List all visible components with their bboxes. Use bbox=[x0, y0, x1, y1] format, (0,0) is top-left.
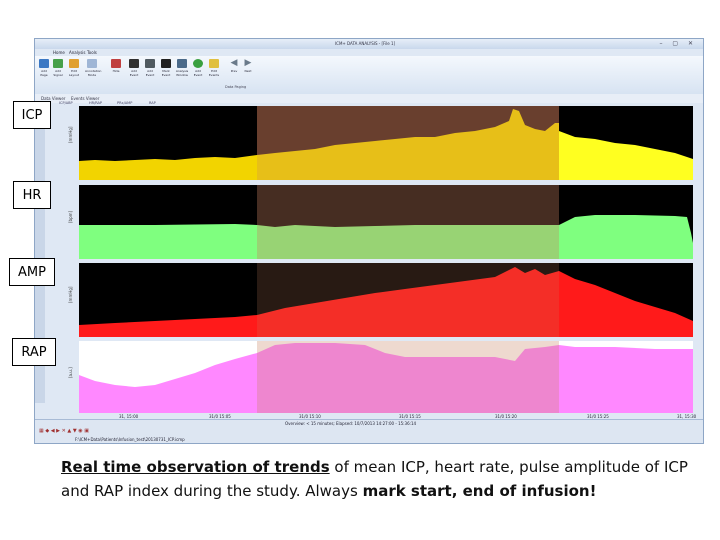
signal-tab[interactable]: ICP/ABP bbox=[59, 101, 73, 105]
rap-infusion-overlay bbox=[257, 341, 559, 413]
green-circle-icon bbox=[193, 59, 203, 68]
icm-window: ICM+ DATA ANALYSIS - [File 1] – ▢ ✕ Home… bbox=[34, 38, 704, 444]
signal-icon bbox=[53, 59, 63, 68]
hide-icon bbox=[111, 59, 121, 68]
caption-body: of mean ICP, heart rate, pulse amplitude… bbox=[61, 458, 688, 500]
annotation-mode-button[interactable]: Annotation Mode bbox=[85, 59, 101, 77]
tab-tools[interactable]: Tools bbox=[87, 50, 97, 55]
time-tick: 31/0 15:20 bbox=[495, 414, 517, 419]
add-event-button-3[interactable]: Add Event bbox=[191, 59, 205, 77]
event-icon bbox=[129, 59, 139, 68]
caption-heading: Real time observation of trends bbox=[61, 458, 330, 476]
tab-data-viewer[interactable]: Data Viewer bbox=[41, 96, 66, 101]
rap-panel: [a.u.] bbox=[68, 341, 693, 413]
layout-icon bbox=[69, 59, 79, 68]
icp-label: ICP bbox=[13, 101, 51, 129]
time-axis: 31, 15:00 31/0 15:05 31/0 15:10 31/0 15:… bbox=[119, 414, 697, 419]
view-tabs: Data Viewer Events Viewer bbox=[35, 94, 703, 103]
analysis-icon bbox=[177, 59, 187, 68]
add-page-button[interactable]: Add Page bbox=[37, 59, 51, 77]
time-tick: 31/0 15:15 bbox=[399, 414, 421, 419]
amp-panel: [mmHg] bbox=[68, 263, 693, 337]
bottom-toolbar-icons[interactable]: ▦ ◆ ◀ ▶ ✕ ▲ ▼ ◉ ▣ bbox=[39, 428, 89, 434]
edit-icon bbox=[209, 59, 219, 68]
add-event-button-2[interactable]: Add Event bbox=[143, 59, 157, 77]
time-tick: 31/0 15:25 bbox=[587, 414, 609, 419]
time-tick: 31, 15:30 bbox=[677, 414, 697, 419]
trend-plots: [mmHg] [bpm] [mmHg] [a.u.] 31, 15:00 31/… bbox=[68, 106, 697, 419]
rap-ylabel: [a.u.] bbox=[68, 367, 73, 378]
status-bar: Overview: < 15 minutes; Elapsed: 10/7/20… bbox=[35, 419, 703, 443]
analysis-window-button[interactable]: Analysis Window bbox=[175, 59, 189, 77]
hr-panel: [bpm] bbox=[68, 185, 693, 259]
time-tick: 31, 15:00 bbox=[119, 414, 139, 419]
window-titlebar: ICM+ DATA ANALYSIS - [File 1] – ▢ ✕ bbox=[35, 39, 703, 49]
window-title: ICM+ DATA ANALYSIS - [File 1] bbox=[335, 41, 396, 46]
hide-button[interactable]: Hide bbox=[109, 59, 123, 73]
prev-page-button[interactable]: ◀ Prev bbox=[230, 58, 238, 74]
tab-events-viewer[interactable]: Events Viewer bbox=[71, 96, 100, 101]
signal-tab[interactable]: HR/RAP bbox=[89, 101, 103, 105]
time-tick: 31/0 15:05 bbox=[209, 414, 231, 419]
window-controls[interactable]: – ▢ ✕ bbox=[659, 40, 697, 47]
page-icon bbox=[39, 59, 49, 68]
add-event-button-1[interactable]: Add Event bbox=[127, 59, 141, 77]
signal-tab[interactable]: PRx/AMP bbox=[117, 101, 133, 105]
file-path: F:\ICM+Data\Patients\Infusion_test\20130… bbox=[75, 437, 185, 442]
edit-events-button[interactable]: Edit Events bbox=[207, 59, 221, 77]
amp-label: AMP bbox=[9, 258, 55, 286]
icp-ylabel: [mmHg] bbox=[68, 126, 73, 143]
amp-infusion-overlay bbox=[257, 263, 559, 337]
icp-trace-post bbox=[559, 131, 693, 180]
arrow-left-icon: ◀ bbox=[230, 58, 238, 68]
hr-label: HR bbox=[13, 181, 51, 209]
mark-icon bbox=[161, 59, 171, 68]
time-tick: 31/0 15:10 bbox=[299, 414, 321, 419]
add-signal-button[interactable]: Add Signal bbox=[51, 59, 65, 77]
status-text: Overview: < 15 minutes; Elapsed: 10/7/20… bbox=[285, 421, 417, 426]
amp-ylabel: [mmHg] bbox=[68, 286, 73, 303]
icp-trace bbox=[79, 109, 559, 180]
amp-trace bbox=[79, 267, 693, 337]
mark-event-button[interactable]: Mark Event bbox=[159, 59, 173, 77]
slide-caption: Real time observation of trends of mean … bbox=[61, 455, 701, 503]
next-page-button[interactable]: ▶ Next bbox=[244, 58, 252, 74]
signal-tab[interactable]: RAP bbox=[149, 101, 156, 105]
hr-trace bbox=[79, 215, 693, 259]
event-icon bbox=[145, 59, 155, 68]
annotation-icon bbox=[87, 59, 97, 68]
ribbon-group-label: Data Paging bbox=[225, 85, 247, 89]
rap-label: RAP bbox=[12, 338, 56, 366]
edit-layout-button[interactable]: Edit Layout bbox=[67, 59, 81, 77]
left-panel bbox=[35, 103, 45, 403]
tab-analysis[interactable]: Analysis bbox=[69, 50, 86, 55]
ribbon-toolbar: Add Page Add Signal Edit Layout Annotati… bbox=[35, 56, 703, 95]
arrow-right-icon: ▶ bbox=[244, 58, 252, 68]
icp-panel: [mmHg] bbox=[68, 106, 693, 180]
tab-home[interactable]: Home bbox=[53, 50, 65, 55]
hr-ylabel: [bpm] bbox=[68, 210, 73, 223]
rap-trace bbox=[79, 343, 693, 413]
hr-infusion-overlay bbox=[257, 185, 559, 259]
ribbon-tabs: Home Analysis Tools bbox=[35, 49, 703, 56]
caption-emphasis: mark start, end of infusion! bbox=[362, 482, 597, 500]
icp-infusion-overlay bbox=[257, 106, 559, 180]
